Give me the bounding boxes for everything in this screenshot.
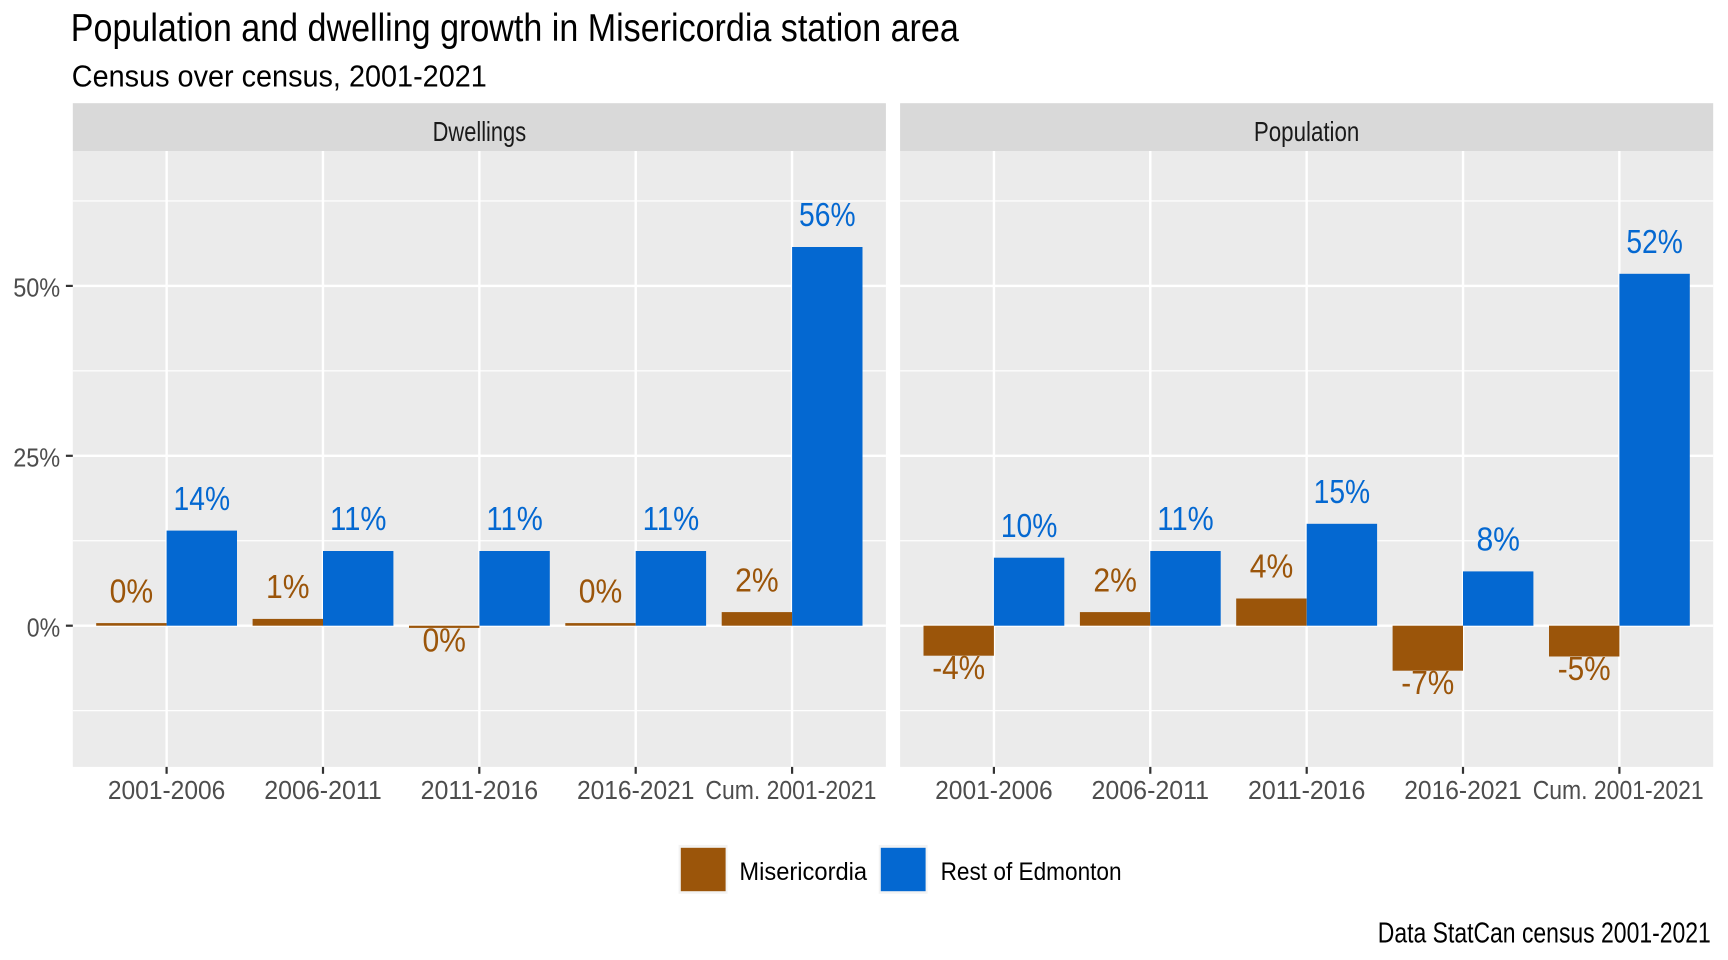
svg-text:Cum. 2001-2021: Cum. 2001-2021 [1533,777,1704,805]
svg-text:2011-2016: 2011-2016 [1248,777,1366,805]
svg-text:2%: 2% [1093,562,1137,599]
svg-text:-7%: -7% [1401,665,1454,702]
svg-text:2001-2006: 2001-2006 [108,777,226,805]
svg-text:Census over census, 2001-2021: Census over census, 2001-2021 [72,58,487,93]
svg-text:8%: 8% [1476,522,1520,559]
svg-text:52%: 52% [1626,224,1683,261]
svg-text:2006-2011: 2006-2011 [264,777,382,805]
svg-text:2006-2011: 2006-2011 [1092,777,1210,805]
svg-text:2016-2021: 2016-2021 [1404,777,1522,805]
svg-text:Cum. 2001-2021: Cum. 2001-2021 [705,777,876,805]
svg-text:Dwellings: Dwellings [433,116,527,147]
svg-text:4%: 4% [1250,549,1294,586]
svg-text:0%: 0% [27,614,60,642]
svg-text:11%: 11% [1157,501,1214,538]
svg-text:Data StatCan census 2001-2021: Data StatCan census 2001-2021 [1378,917,1711,949]
svg-text:Rest of Edmonton: Rest of Edmonton [941,858,1122,886]
svg-text:2011-2016: 2011-2016 [421,777,539,805]
svg-text:-5%: -5% [1558,651,1611,688]
svg-text:Misericordia: Misericordia [739,858,867,886]
svg-text:10%: 10% [1001,508,1058,545]
svg-text:11%: 11% [330,501,387,538]
svg-text:Population: Population [1254,116,1360,147]
svg-text:25%: 25% [13,445,60,473]
svg-text:11%: 11% [643,501,700,538]
svg-text:-4%: -4% [932,650,985,687]
svg-text:2016-2021: 2016-2021 [577,777,695,805]
svg-text:0%: 0% [579,573,623,610]
svg-text:15%: 15% [1314,474,1371,511]
svg-text:0%: 0% [422,622,466,659]
svg-text:Population and dwelling growth: Population and dwelling growth in Miseri… [71,7,959,50]
svg-text:1%: 1% [266,569,310,606]
svg-text:0%: 0% [110,573,154,610]
svg-text:50%: 50% [13,275,60,303]
svg-text:2%: 2% [735,562,779,599]
svg-text:11%: 11% [486,501,543,538]
svg-text:14%: 14% [174,481,231,518]
svg-text:56%: 56% [799,197,856,234]
svg-text:2001-2006: 2001-2006 [935,777,1053,805]
